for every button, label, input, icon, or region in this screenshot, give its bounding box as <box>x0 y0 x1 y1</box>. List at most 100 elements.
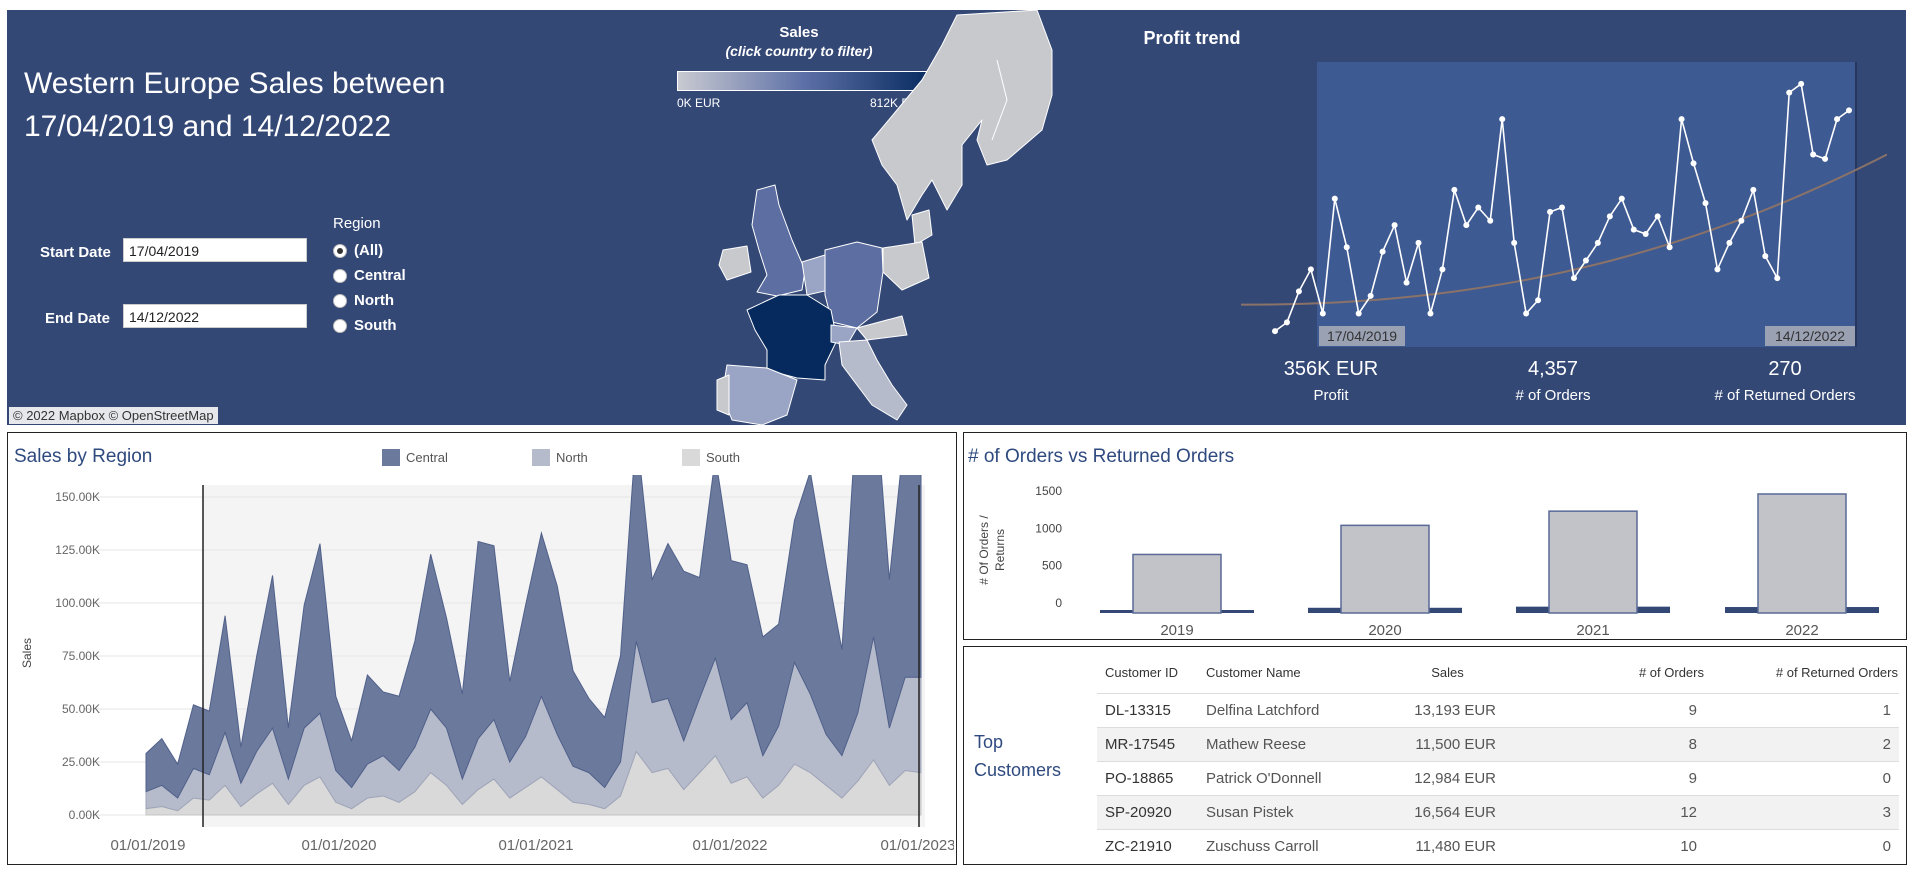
col-sales[interactable]: Sales <box>1431 664 1464 680</box>
y-tick-label: 150.00K <box>55 490 100 504</box>
profit-point <box>1559 204 1565 211</box>
legend-south[interactable]: South <box>682 449 740 466</box>
title-line-2: 17/04/2019 and 14/12/2022 <box>24 110 392 143</box>
table-row[interactable]: MR-17545 Mathew Reese 11,500 EUR 8 2 <box>1097 727 1899 762</box>
legend-central[interactable]: Central <box>382 449 448 466</box>
map-country-italy[interactable] <box>838 339 908 421</box>
map-country-austria[interactable] <box>856 315 908 341</box>
end-date-input[interactable]: 14/12/2022 <box>123 304 307 328</box>
profit-point <box>1834 116 1841 123</box>
profit-point <box>1283 319 1290 326</box>
table-row[interactable]: SP-20920 Susan Pistek 16,564 EUR 12 3 <box>1097 795 1899 830</box>
profit-point <box>1654 213 1661 220</box>
cell-returned-orders: 3 <box>1705 795 1899 830</box>
y-tick-label: 50.00K <box>62 702 100 716</box>
map-country-uk[interactable] <box>751 184 806 297</box>
map-country-poland[interactable] <box>882 241 930 291</box>
profit-point <box>1738 217 1745 224</box>
region-option-south[interactable]: South <box>333 313 406 338</box>
area-series-central <box>145 475 922 799</box>
profit-point <box>1343 244 1350 251</box>
profit-start-label-bg <box>1319 326 1405 346</box>
map-country-scandinavia[interactable] <box>871 10 1053 221</box>
region-option-north[interactable]: North <box>333 288 406 313</box>
profit-point <box>1582 257 1589 264</box>
profit-point <box>1415 239 1422 246</box>
map-country-ireland[interactable] <box>718 245 752 281</box>
profit-point <box>1463 222 1470 229</box>
profit-point <box>1511 239 1518 246</box>
orders-chart-title: # of Orders vs Returned Orders <box>968 446 1235 467</box>
europe-map[interactable] <box>707 10 1187 425</box>
profit-point <box>1594 239 1601 246</box>
sales-by-region-title: Sales by Region <box>14 446 153 467</box>
cell-sales: 13,193 EUR <box>1352 693 1536 728</box>
cell-customer-id: PO-18865 <box>1097 761 1198 796</box>
profit-point <box>1642 231 1649 237</box>
profit-point <box>1427 310 1434 317</box>
map-legend-title: Sales <box>779 24 819 41</box>
radio-icon <box>333 318 347 333</box>
region-option-all[interactable]: (All) <box>333 238 406 263</box>
orders-bar <box>1340 524 1430 614</box>
cell-returned-orders: 0 <box>1705 761 1899 796</box>
map-copyright[interactable]: © 2022 Mapbox © OpenStreetMap <box>9 407 218 424</box>
profit-end-label: 14/12/2022 <box>1775 328 1845 344</box>
cell-customer-name: Mathew Reese <box>1198 727 1352 762</box>
profit-point <box>1606 213 1613 220</box>
y-tick-label: 0 <box>1055 596 1062 610</box>
profit-trend-curve <box>1240 153 1887 306</box>
start-date-input[interactable]: 17/04/2019 <box>123 238 307 262</box>
profit-point <box>1750 186 1757 193</box>
cell-sales: 12,984 EUR <box>1352 761 1536 796</box>
y-tick-label: 125.00K <box>55 543 100 557</box>
col-customer-id[interactable]: Customer ID <box>1105 664 1178 680</box>
kpi-orders: 4,357 # of Orders <box>1463 358 1643 404</box>
region-filter: Region (All) Central North South <box>333 215 406 338</box>
cell-sales: 11,480 EUR <box>1352 829 1536 863</box>
cell-orders: 9 <box>1536 761 1705 796</box>
table-row[interactable]: DL-13315 Delfina Latchford 13,193 EUR 9 1 <box>1097 693 1899 728</box>
kpi-profit: 356K EUR Profit <box>1241 358 1421 404</box>
col-customer-name[interactable]: Customer Name <box>1206 664 1301 680</box>
profit-point <box>1331 195 1338 202</box>
map-country-germany[interactable] <box>824 241 884 329</box>
cell-returned-orders: 0 <box>1705 829 1899 863</box>
profit-point <box>1319 310 1326 317</box>
x-tick-label: 01/01/2019 <box>110 837 185 854</box>
profit-point <box>1439 266 1446 273</box>
y-tick-label: 1500 <box>1035 484 1062 498</box>
profit-trend-chart: 17/04/2019 14/12/2022 <box>1240 62 1887 347</box>
map-country-denmark[interactable] <box>911 209 933 246</box>
profit-point <box>1702 200 1709 207</box>
cell-sales: 11,500 EUR <box>1352 727 1536 762</box>
profit-point <box>1499 116 1506 123</box>
profit-point <box>1678 116 1685 123</box>
profit-point <box>1367 292 1374 299</box>
legend-north[interactable]: North <box>532 449 588 466</box>
region-option-central[interactable]: Central <box>333 263 406 288</box>
kpi-returned-label: # of Returned Orders <box>1714 387 1856 404</box>
table-row[interactable]: PO-18865 Patrick O'Donnell 12,984 EUR 9 0 <box>1097 761 1899 796</box>
profit-start-label: 17/04/2019 <box>1327 328 1397 344</box>
profit-point <box>1810 151 1817 158</box>
map-country-france[interactable] <box>746 294 838 381</box>
profit-point <box>1451 186 1458 193</box>
table-row[interactable]: ZC-21910 Zuschuss Carroll 11,480 EUR 10 0 <box>1097 829 1899 863</box>
y-tick-label: 0.00K <box>69 808 100 822</box>
cell-orders: 9 <box>1536 693 1705 728</box>
x-tick-label: 01/01/2022 <box>692 837 767 854</box>
top-customers-table: Customer ID Customer Name Sales # of Ord… <box>1097 651 1899 863</box>
profit-point <box>1403 279 1410 286</box>
col-orders[interactable]: # of Orders <box>1638 664 1704 680</box>
x-tick-label: 01/01/2023 <box>880 837 954 854</box>
kpi-returned-value: 270 <box>1768 358 1802 380</box>
orders-bar <box>1548 510 1638 614</box>
map-country-portugal[interactable] <box>716 374 730 416</box>
col-returned-orders[interactable]: # of Returned Orders <box>1775 664 1898 680</box>
region-filter-title: Region <box>333 215 381 232</box>
cell-customer-id: ZC-21910 <box>1097 829 1198 863</box>
profit-point <box>1630 226 1637 233</box>
radio-selected-icon <box>333 243 347 258</box>
profit-point <box>1714 266 1721 273</box>
